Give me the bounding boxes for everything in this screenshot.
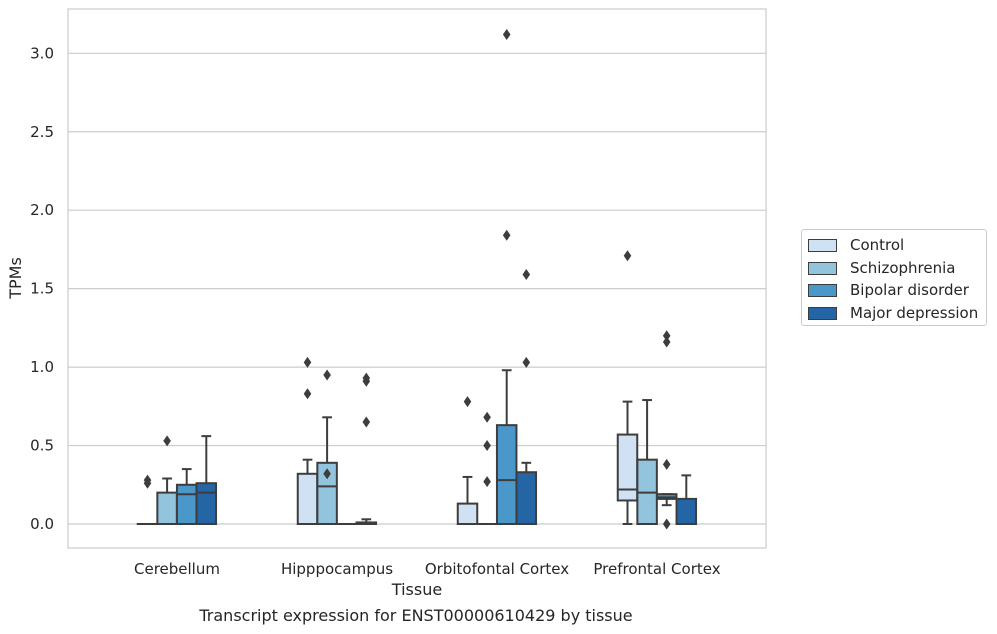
box-major-depression-hipppocampus: [355, 372, 378, 526]
legend-swatch-major-depression: [808, 306, 837, 320]
legend-swatch-schizophrenia: [808, 261, 837, 275]
outlier-point: [303, 388, 312, 400]
box-control-prefrontal-cortex: [616, 250, 639, 525]
box-body: [316, 461, 338, 525]
box-body: [675, 497, 698, 525]
outlier-point: [502, 28, 511, 40]
box-body: [495, 424, 518, 526]
y-tick-label: 3.0: [30, 44, 54, 62]
outlier-point: [143, 474, 152, 486]
legend-item-control: Control: [808, 235, 904, 255]
x-tick-label: Orbitofontal Cortex: [425, 560, 569, 578]
outlier-point: [362, 416, 371, 428]
y-tick-label: 2.5: [30, 123, 54, 141]
boxes: [136, 28, 698, 530]
legend-item-bipolar-disorder: Bipolar disorder: [808, 280, 969, 300]
legend-item-schizophrenia: Schizophrenia: [808, 258, 955, 278]
y-tick-label: 0.5: [30, 437, 54, 455]
outlier-point: [362, 372, 371, 384]
box-schizophrenia-hipppocampus: [316, 369, 338, 525]
box-body: [156, 491, 178, 525]
x-tick-label: Hipppocampus: [281, 560, 393, 578]
outlier-point: [623, 250, 632, 262]
box-body: [515, 471, 538, 525]
box-control-orbitofontal-cortex: [456, 396, 479, 525]
outlier-point: [502, 229, 511, 241]
y-tick-label: 1.5: [30, 280, 54, 298]
box-bipolar-disorder-orbitofontal-cortex: [495, 28, 518, 526]
box-bipolar-disorder-cerebellum: [175, 468, 198, 525]
outlier-point: [323, 369, 331, 381]
box-body: [195, 482, 218, 525]
box-major-depression-prefrontal-cortex: [675, 474, 698, 525]
legend: Control Schizophrenia Bipolar disorder M…: [801, 229, 987, 326]
outlier-point: [522, 356, 531, 368]
y-tick-label: 2.0: [30, 201, 54, 219]
outlier-point: [483, 440, 491, 452]
x-tick-label: Cerebellum: [134, 560, 220, 578]
box-control-hipppocampus: [296, 356, 319, 525]
box-schizophrenia-cerebellum: [156, 435, 178, 525]
box-bipolar-disorder-prefrontal-cortex: [655, 330, 678, 530]
outlier-point: [522, 269, 531, 281]
box-schizophrenia-prefrontal-cortex: [636, 399, 658, 525]
box-body: [175, 483, 198, 525]
outlier-point: [163, 435, 171, 447]
box-schizophrenia-orbitofontal-cortex: [476, 411, 498, 526]
legend-label-bipolar-disorder: Bipolar disorder: [850, 281, 969, 299]
y-tick-label: 0.0: [30, 515, 54, 533]
box-body: [616, 433, 639, 502]
outlier-point: [662, 458, 671, 470]
box-body: [456, 502, 479, 525]
y-tick-labels: 0.0 0.5 1.0 1.5 2.0 2.5 3.0: [30, 44, 54, 533]
legend-swatch-bipolar-disorder: [808, 283, 837, 297]
legend-label-schizophrenia: Schizophrenia: [850, 259, 956, 277]
x-tick-labels: Cerebellum Hipppocampus Orbitofontal Corte…: [134, 560, 721, 578]
outlier-point: [303, 356, 312, 368]
x-axis-label: Tissue: [391, 580, 442, 599]
outlier-point: [662, 336, 671, 348]
outlier-point: [662, 518, 671, 530]
legend-label-major-depression: Major depression: [850, 304, 979, 322]
y-axis-label: TPMs: [6, 257, 25, 300]
outlier-point: [483, 476, 491, 488]
outlier-point: [483, 411, 491, 423]
outlier-point: [463, 396, 472, 408]
legend-swatch-control: [808, 238, 837, 252]
plot-area-frame: [67, 8, 767, 549]
y-tick-label: 1.0: [30, 358, 54, 376]
chart-caption: Transcript expression for ENST0000061042…: [199, 606, 633, 625]
gridlines: [68, 52, 766, 525]
box-control-cerebellum: [136, 474, 159, 526]
box-body: [296, 472, 319, 525]
legend-label-control: Control: [850, 236, 905, 254]
outlier-point: [323, 468, 331, 480]
outlier-point: [662, 330, 671, 342]
x-tick-label: Prefrontal Cortex: [593, 560, 720, 578]
legend-item-major-depression: Major depression: [808, 303, 978, 323]
box-major-depression-orbitofontal-cortex: [515, 269, 538, 525]
box-major-depression-cerebellum: [195, 435, 218, 525]
